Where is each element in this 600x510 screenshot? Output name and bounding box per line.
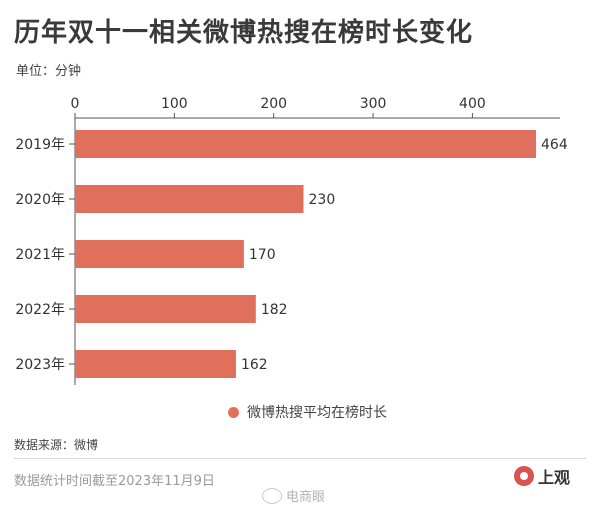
- legend-label: 微博热搜平均在榜时长: [247, 405, 387, 421]
- chart-title: 历年双十一相关微博热搜在榜时长变化: [14, 18, 474, 48]
- category-label-4: 2023年: [15, 357, 65, 373]
- value-label-2: 170: [249, 247, 276, 263]
- value-label-3: 182: [261, 302, 288, 318]
- category-label-2: 2021年: [15, 247, 65, 263]
- data-source: 数据来源：微博: [14, 438, 99, 452]
- legend: 微博热搜平均在榜时长: [228, 402, 387, 422]
- divider: [14, 458, 586, 459]
- value-label-4: 162: [241, 357, 268, 373]
- bar-3: [75, 295, 256, 323]
- x-tick-label-0: 0: [71, 96, 80, 112]
- bar-chart: 0 100 200 300 400 2019年 464 2020年 230 2021年 170 202…: [15, 96, 568, 385]
- bar-0: [75, 130, 536, 158]
- value-label-0: 464: [541, 137, 568, 153]
- bar-4: [75, 350, 236, 378]
- bar-2: [75, 240, 244, 268]
- value-label-1: 230: [309, 192, 336, 208]
- x-tick-label-1: 100: [161, 96, 188, 112]
- x-tick-label-2: 200: [260, 96, 287, 112]
- category-label-3: 2022年: [15, 302, 65, 318]
- footnote: 数据统计时间截至2023年11月9日: [14, 474, 215, 489]
- legend-swatch: [228, 406, 239, 418]
- bar-1: [75, 185, 304, 213]
- category-label-0: 2019年: [15, 137, 65, 153]
- unit-label: 单位：分钟: [16, 64, 82, 79]
- brand-name: 上观: [538, 468, 571, 487]
- x-tick-label-3: 300: [360, 96, 387, 112]
- brand: 上观: [514, 464, 570, 488]
- x-tick-label-4: 400: [459, 96, 486, 112]
- watermark: 电商眼: [262, 486, 325, 505]
- category-label-1: 2020年: [15, 192, 65, 208]
- brand-logo-icon: [514, 466, 534, 486]
- weibo-icon: [262, 487, 282, 504]
- watermark-text: 电商眼: [286, 490, 326, 505]
